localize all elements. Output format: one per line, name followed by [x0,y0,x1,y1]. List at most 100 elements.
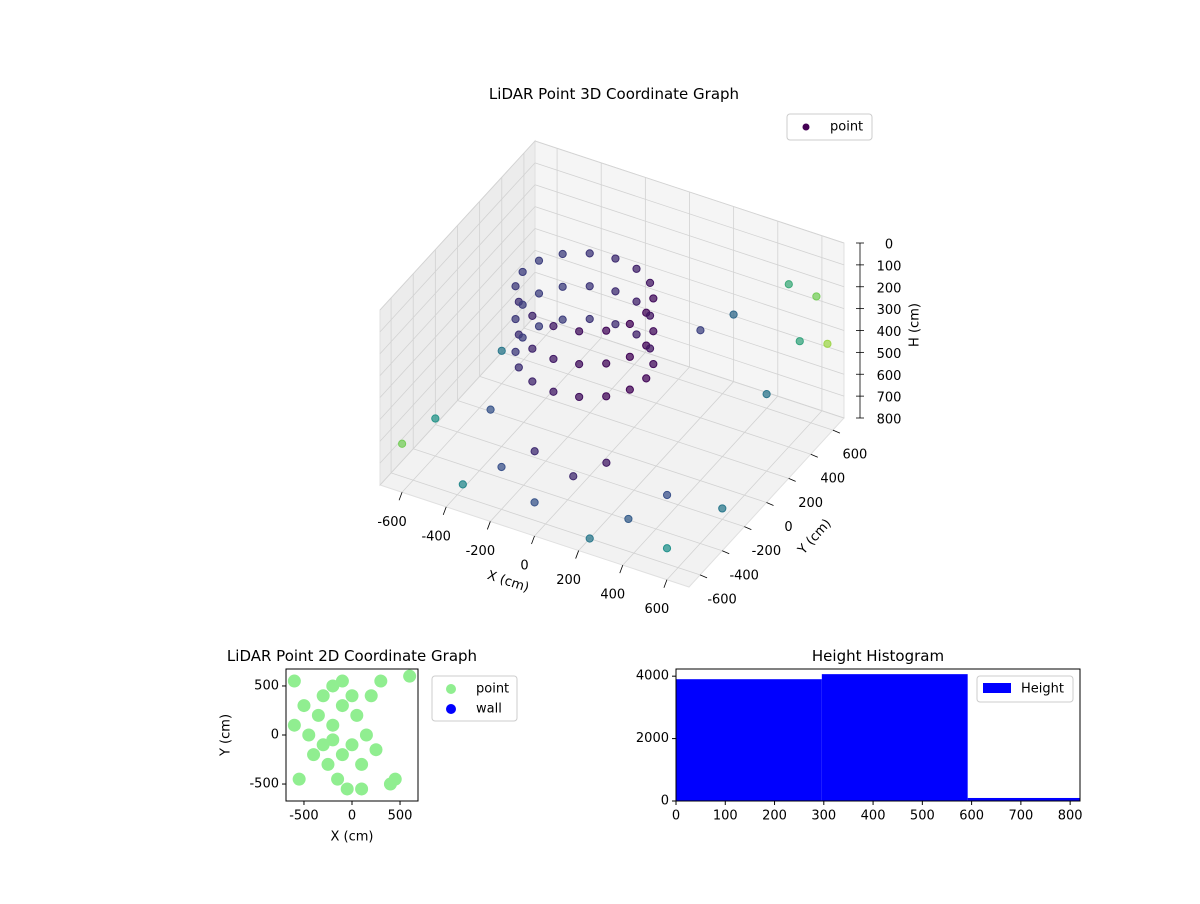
point [326,679,340,693]
point [287,718,301,732]
point [340,782,354,796]
point [625,352,634,361]
grid-line [379,228,536,398]
x-tick-label: 300 [811,809,836,824]
y-tick [810,453,818,458]
x-tick [575,550,580,559]
point [558,282,567,291]
x-tick-label: 0 [672,809,680,824]
points [287,669,417,796]
x-tick [398,492,403,501]
z-tick-label: 500 [877,347,902,362]
point [662,544,672,553]
point [311,708,325,722]
x-tick-label: 700 [1008,809,1033,824]
chart-title: Height Histogram [812,647,944,665]
grid-line [379,250,536,420]
point [645,278,655,287]
point [355,757,369,771]
point [374,674,388,688]
point [632,297,641,306]
point [497,462,506,472]
y-tick-label: -200 [752,544,782,559]
x-axis-label: X (cm) [331,830,374,845]
y-tick [744,526,752,531]
point [795,337,804,346]
point [335,674,349,688]
point [645,311,655,320]
point [292,772,306,786]
z-tick-label: 100 [877,259,902,274]
point [642,374,651,383]
point [549,387,558,396]
point [302,728,316,742]
grid-line [390,472,701,576]
point [624,514,633,524]
z-tick-label: 0 [885,238,893,253]
x-tick-label: 100 [713,809,738,824]
point [359,728,373,742]
point [602,326,611,335]
bar [967,797,1080,801]
y-tick [699,574,708,579]
point [549,322,558,331]
bar [821,674,968,801]
y-tick-label: 0 [661,794,669,809]
point [326,733,340,747]
x-tick-label: 0 [520,559,528,574]
point [326,718,340,732]
x-tick-label: 400 [861,809,886,824]
y-tick [766,502,774,506]
x-tick-label: 0 [348,809,356,824]
x-tick-label: 500 [910,809,935,824]
y-tick-label: 600 [843,448,868,463]
y-tick-label: 200 [798,496,823,511]
point [729,310,738,319]
legend-label: wall [476,702,502,717]
z-tick-label: 400 [877,325,902,340]
legend-label: Height [1021,682,1064,697]
x-tick [619,565,624,574]
point [530,447,539,456]
point [364,689,378,703]
point [321,757,335,771]
x-tick-label: 200 [762,809,787,824]
grid-line [379,140,536,311]
point [575,392,584,402]
point [486,405,495,414]
point [316,738,330,752]
legend-label: point [830,120,863,135]
grid-line [534,249,845,353]
grid-line [534,140,845,244]
grid-line [457,400,767,503]
y-tick-label: -600 [707,592,737,607]
point [602,392,611,401]
point [645,344,655,353]
point [649,359,658,369]
x-tick-label: -500 [289,809,319,824]
y-tick-label: -500 [249,777,279,792]
point [611,320,620,329]
x-tick-label: 800 [1058,809,1083,824]
point [823,339,832,348]
chart-histogram: Height 0 100 200 300 400 500 600 700 800 0 2000 4000… [636,647,1083,824]
grid-line [534,184,845,288]
point [398,439,407,448]
legend-marker [446,704,456,714]
point [518,333,527,342]
y-tick [722,550,730,555]
grid-line [501,351,811,455]
point [696,326,705,335]
z-tick-label: 700 [877,391,902,406]
point [625,319,634,329]
point [383,777,397,791]
point [458,480,467,489]
y-tick-label: 500 [254,678,279,693]
x-tick-label: -600 [377,515,407,530]
point [369,743,383,757]
point [497,346,506,355]
bars [676,674,1080,801]
point [514,363,523,372]
point [534,322,544,331]
